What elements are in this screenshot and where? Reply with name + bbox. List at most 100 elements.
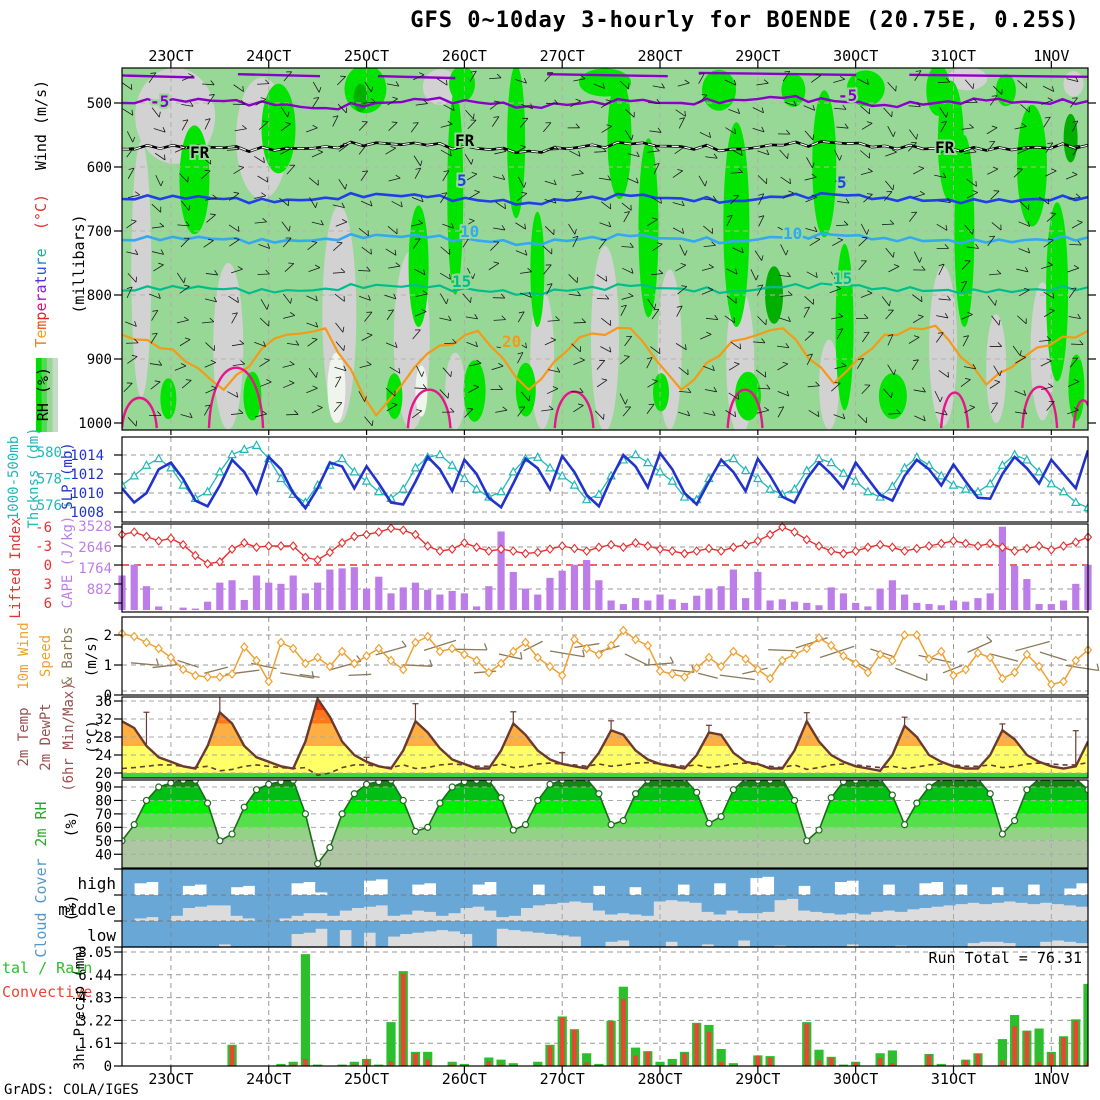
cloud-bar [508,869,521,895]
cape-bar [962,601,970,610]
cape-bar [558,570,566,610]
cloud-bar [1015,869,1029,895]
cape-bar [815,605,823,610]
cloud-bar [146,869,159,882]
cloud-bar [955,921,968,947]
contour-labels: -5 -5 FR FR FR 5 5 10 10 15 15 20 [148,84,957,353]
cloud-bar [931,895,944,907]
cape-bar [191,608,199,610]
cloud-bar [411,869,425,885]
cloud-bar [158,895,171,921]
cloud-bar [556,895,570,903]
upper-wind-barbs [122,70,1084,427]
cloud-bar [641,869,654,895]
cloud-bar [170,869,183,895]
tick-label: -3 [35,539,52,555]
cloud-bar [218,921,232,945]
cloud-bar [749,921,763,947]
cloud-bar [435,895,449,916]
cape-bar [570,564,579,610]
day-label-bottom: 23OCT [148,1070,193,1088]
cloud-bar [423,869,437,884]
cloud-bar [955,869,968,885]
cloud-bar [158,869,171,895]
cape-bar [913,602,921,610]
cloud-bar [472,895,485,907]
cloud-bar [701,895,715,912]
cape-bar [277,583,285,610]
cape-bar [607,600,615,610]
contour-label: 15 [452,272,471,291]
precip-conv-bar [1073,1020,1079,1066]
temp2m-label-4: (°C) [85,720,101,754]
tick-label: -6 [35,520,52,536]
cloud-bar [810,869,823,895]
cloud-bar [218,895,232,906]
tick-label: 40 [95,847,112,863]
cloud-bar [749,869,763,879]
cloud-bar [906,895,920,910]
cloud-bar [834,869,847,882]
cape-bar [155,606,163,610]
upper-degc-label: (°C) [32,194,50,230]
cloud-bar [943,921,956,947]
precip-conv-bar [890,1063,895,1066]
cloud-bar [315,921,328,929]
precip-conv-bar [877,1058,883,1066]
cloud-bar [1075,921,1088,944]
cloud-bar [882,921,896,947]
cape-bar [680,602,689,610]
tick-label: 0 [104,1059,112,1075]
cloud-bar [882,869,896,885]
precip-conv-bar [498,1064,504,1066]
cape-bar [387,593,395,610]
precip-conv-bar [400,973,406,1066]
cloud-bar [375,921,389,947]
precip-total-bar [716,1049,726,1066]
cloud-bar [713,895,727,915]
precip-conv-bar [1024,1031,1030,1066]
cloud-bar [315,869,328,893]
precip-total-bar [533,1061,543,1066]
cloud-bar [786,869,799,895]
cloud-bar [278,869,292,895]
cape-bar [974,598,982,610]
cloud-bar [472,869,485,885]
cape-bar [631,598,640,610]
wind10-frame: 2 1 0 [104,616,1089,704]
cloud-bar [1039,921,1053,942]
wind10-label-3: & Barbs [60,626,76,685]
cloud-bar [230,921,244,947]
cloud-bar [158,921,171,947]
cloud-bar [448,921,461,932]
cloud-bar [568,869,582,895]
cloud-bar [182,869,195,886]
cloud-bar [1015,895,1029,903]
contour-label: FR [455,131,475,150]
cape-bars [118,526,1092,610]
day-label-bottom: 31OCT [931,1070,976,1088]
precip-conv-bar [1012,1026,1017,1066]
cloud-bar [122,921,135,947]
day-label-bottom: 29OCT [735,1070,780,1088]
precip-total-bar [508,1063,518,1066]
cape-bar [424,589,432,610]
precip-conv-bar [584,1062,589,1066]
cloud-bar [737,895,751,914]
cloud-bar [460,869,473,895]
cloud-bar [435,921,449,931]
cloud-bar [484,895,497,911]
tick-label: 0 [104,688,112,704]
cloud-bar [315,895,328,914]
cloud-bar [641,921,654,947]
cloud-bar [448,895,461,914]
day-label-top: 30OCT [833,47,878,65]
pressure-axis-label: (millibars) [70,214,88,313]
precip-conv-bar [718,1061,724,1066]
contour-label: -5 [838,86,857,105]
cloud-bar [387,895,401,916]
cape-bar [142,586,151,610]
cloud-bar [629,921,642,947]
